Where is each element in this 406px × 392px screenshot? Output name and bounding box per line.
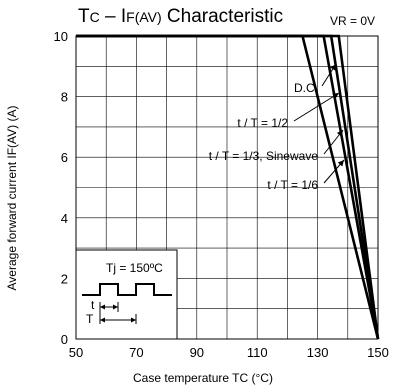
x-tick-label: 90 (190, 345, 204, 360)
tick-labels: 50 70 90 110 130 150 0 2 4 6 8 10 (54, 29, 389, 360)
annotation-arrowhead-2 (332, 93, 339, 99)
inset-t-arrowhead-right (113, 304, 118, 310)
x-tick-label: 150 (367, 345, 389, 360)
annotation-label-1: D.C. (294, 81, 318, 95)
grid (76, 36, 378, 339)
inset-t-arrowhead-left (100, 304, 105, 310)
annotation-leader-2 (293, 92, 340, 122)
plot-frame (75, 35, 379, 340)
inset-T-arrowhead-left (100, 317, 105, 323)
inset-T-label: T (86, 312, 94, 326)
annotation-arrowhead-4 (337, 160, 344, 167)
inset-T-arrowhead-right (131, 317, 136, 323)
chart-title: TC – IF(AV) Characteristic (78, 6, 284, 27)
inset-tj-label: Tj = 150ºC (106, 261, 163, 275)
x-axis-label: Case temperature TC (°C) (133, 371, 273, 385)
y-tick-label: 6 (61, 150, 68, 165)
y-tick-label: 4 (61, 211, 68, 226)
annotation-arrowhead-3 (336, 130, 343, 137)
x-tick-label: 130 (307, 345, 329, 360)
inset-t-label: t (91, 298, 95, 312)
inset-box: Tj = 150ºC t T (75, 249, 178, 340)
annotations: D.C. t / T = 1/2 t / T = 1/3, Sinewave t / … (209, 63, 345, 192)
annotation-arrowhead-1 (330, 64, 336, 71)
annotation-label-4: t / T = 1/6 (267, 178, 318, 192)
y-tick-label: 10 (54, 29, 68, 44)
x-tick-label: 110 (247, 345, 268, 360)
y-tick-label: 2 (61, 271, 68, 286)
x-tick-label: 70 (129, 345, 143, 360)
annotation-label-3: t / T = 1/3, Sinewave (209, 149, 319, 163)
pulse-waveform (82, 283, 172, 296)
annotation-label-2: t / T = 1/2 (237, 116, 288, 130)
x-tick-label: 50 (69, 345, 83, 360)
y-tick-label: 0 (61, 332, 68, 347)
y-tick-label: 8 (61, 90, 68, 105)
voltage-condition: VR = 0V (330, 14, 376, 28)
